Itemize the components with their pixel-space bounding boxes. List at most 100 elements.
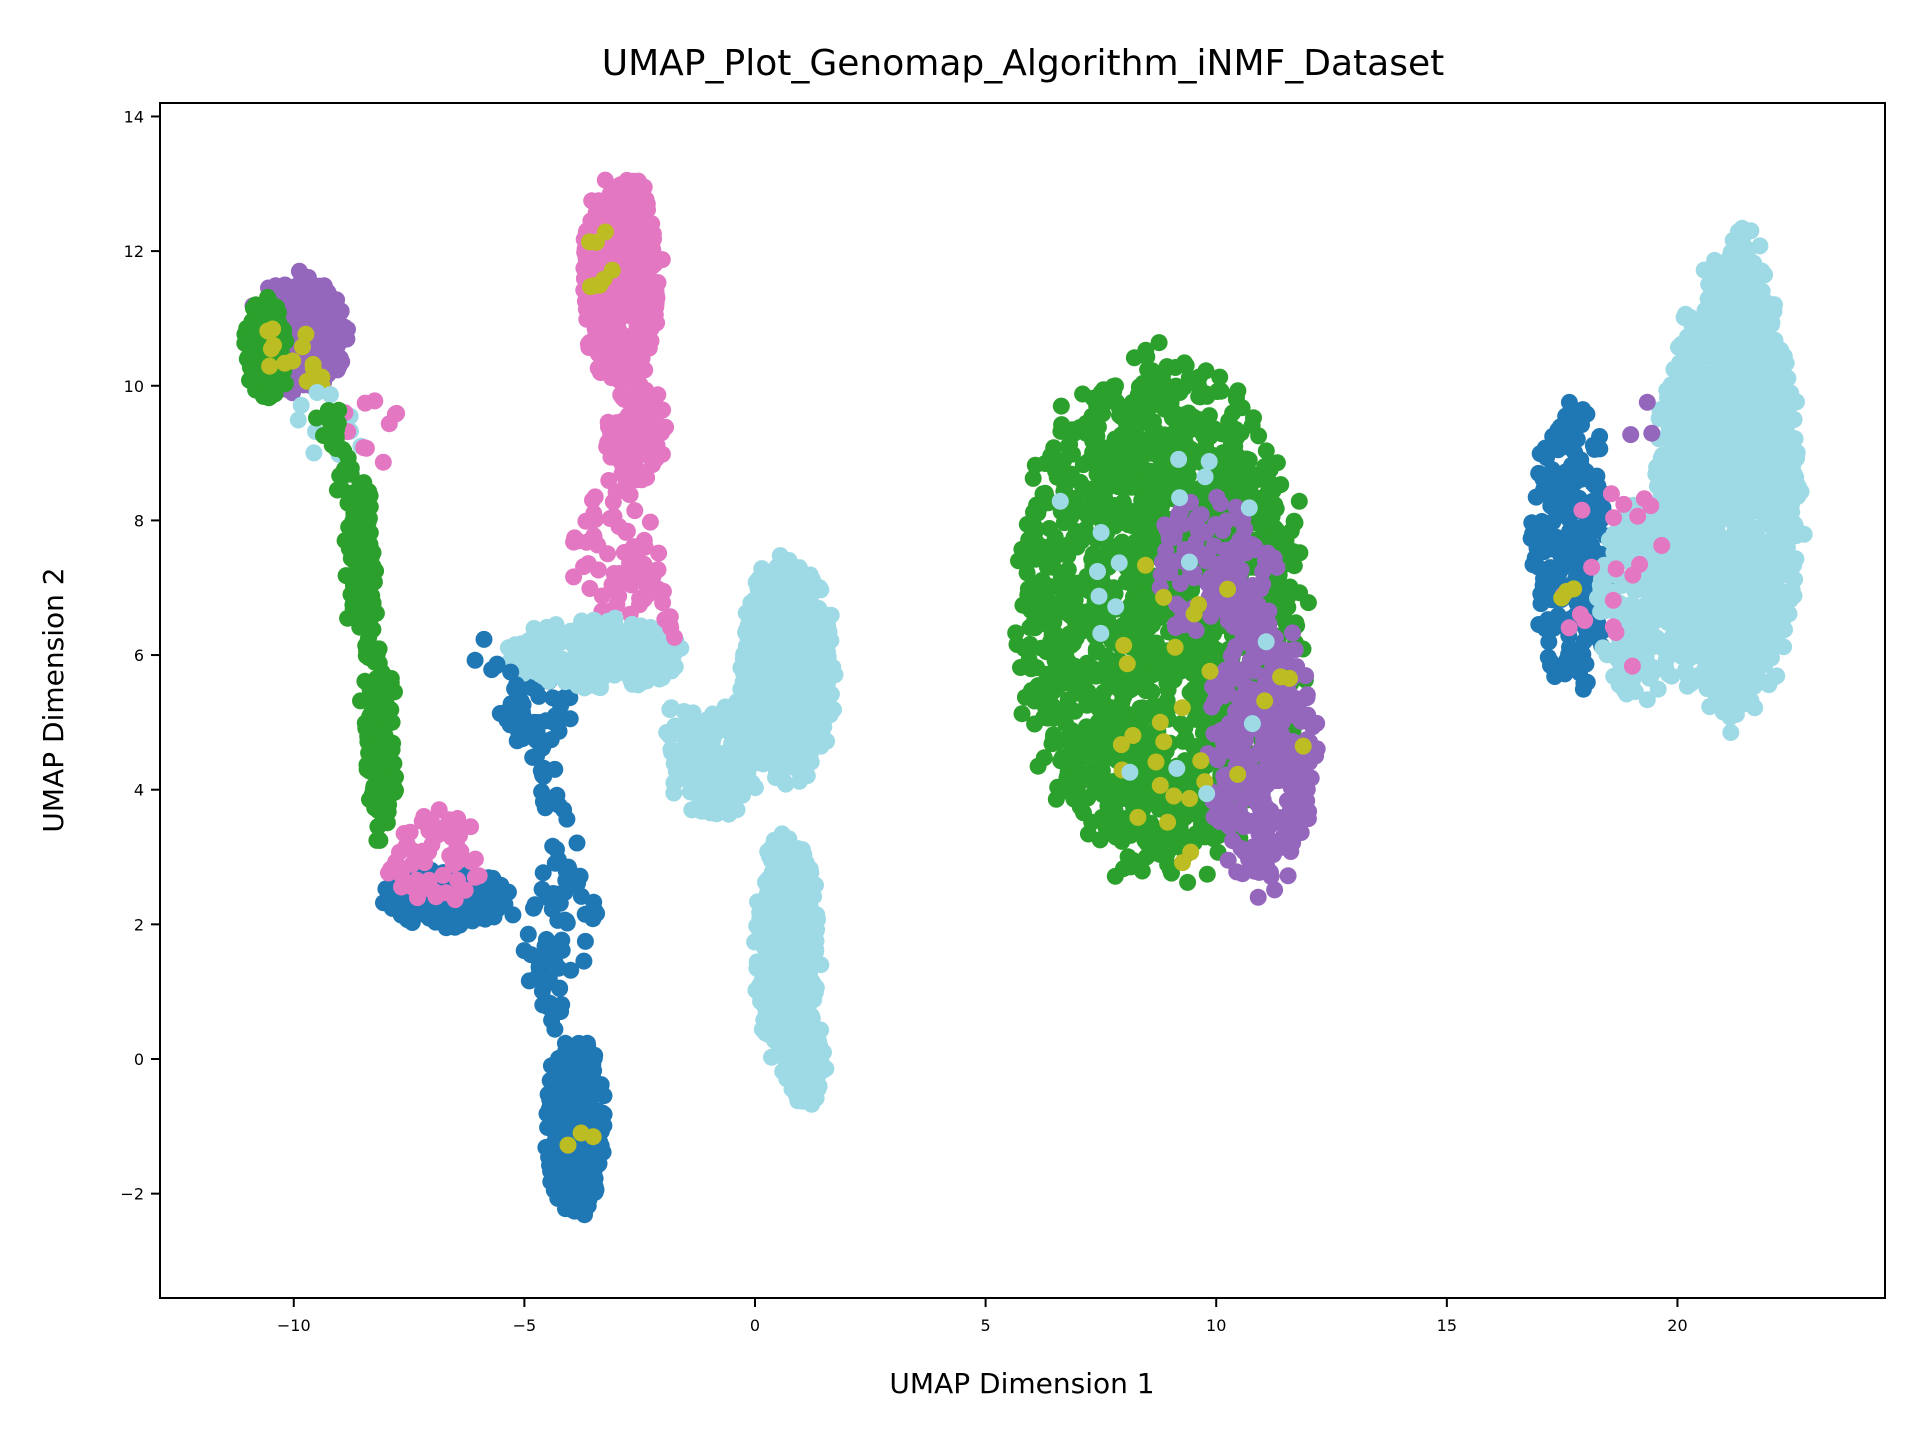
scatter-point bbox=[1663, 515, 1680, 532]
scatter-point bbox=[1725, 525, 1743, 543]
scatter-point bbox=[1055, 565, 1073, 583]
scatter-point bbox=[1180, 369, 1198, 387]
scatter-point bbox=[1720, 438, 1738, 456]
scatter-point bbox=[614, 209, 632, 227]
scatter-point bbox=[1137, 848, 1155, 866]
scatter-point bbox=[1734, 365, 1752, 383]
scatter-point bbox=[1093, 690, 1111, 707]
scatter-point bbox=[634, 235, 651, 253]
scatter-point bbox=[1025, 503, 1042, 521]
scatter-point bbox=[1131, 699, 1149, 717]
scatter-point bbox=[1567, 519, 1585, 537]
scatter-point bbox=[1047, 625, 1065, 643]
scatter-point bbox=[605, 565, 623, 582]
scatter-point bbox=[1099, 392, 1116, 410]
scatter-point bbox=[1711, 541, 1729, 558]
scatter-point bbox=[1742, 222, 1760, 240]
scatter-point bbox=[1278, 684, 1296, 702]
scatter-point bbox=[1748, 316, 1766, 334]
scatter-point bbox=[1548, 480, 1566, 498]
scatter-point bbox=[1012, 659, 1029, 676]
scatter-point bbox=[1150, 334, 1168, 352]
scatter-point bbox=[1052, 397, 1070, 415]
scatter-point bbox=[1138, 348, 1156, 366]
scatter-point bbox=[585, 297, 603, 314]
scatter-point bbox=[1720, 250, 1738, 268]
scatter-point bbox=[1700, 640, 1718, 658]
scatter-point bbox=[1084, 389, 1102, 407]
scatter-point bbox=[1759, 648, 1777, 666]
scatter-point bbox=[1254, 791, 1272, 809]
scatter-point bbox=[1685, 520, 1703, 538]
scatter-point bbox=[626, 502, 644, 520]
scatter-point bbox=[1107, 377, 1124, 395]
scatter-point bbox=[653, 424, 670, 442]
scatter-point bbox=[1118, 470, 1136, 488]
scatter-point bbox=[1648, 629, 1666, 647]
scatter-point bbox=[1709, 576, 1727, 593]
scatter-point bbox=[1727, 574, 1745, 592]
scatter-point bbox=[1279, 867, 1297, 885]
scatter-point bbox=[1061, 507, 1079, 525]
scatter-point bbox=[1205, 725, 1223, 743]
scatter-point bbox=[1732, 556, 1750, 574]
scatter-point bbox=[1742, 598, 1760, 615]
scatter-point bbox=[1250, 515, 1268, 533]
scatter-point bbox=[1213, 425, 1231, 443]
scatter-point bbox=[1222, 647, 1240, 665]
scatter-point bbox=[1605, 667, 1623, 685]
scatter-point bbox=[1225, 618, 1243, 635]
scatter-point bbox=[1578, 405, 1596, 423]
scatter-point bbox=[1035, 749, 1053, 767]
scatter-point bbox=[1662, 585, 1680, 603]
scatter-point bbox=[1598, 642, 1616, 660]
scatter-point bbox=[649, 446, 667, 464]
scatter-point bbox=[1750, 476, 1768, 494]
scatter-point bbox=[1758, 294, 1776, 312]
scatter-point bbox=[1228, 863, 1246, 881]
scatter-point bbox=[1220, 714, 1238, 732]
scatter-point bbox=[1065, 601, 1083, 619]
scatter-point bbox=[1236, 541, 1254, 559]
scatter-point bbox=[238, 350, 256, 368]
scatter-point bbox=[615, 390, 633, 408]
scatter-point bbox=[1217, 601, 1235, 619]
scatter-point bbox=[1113, 693, 1131, 710]
scatter-point bbox=[1052, 422, 1070, 440]
scatter-point bbox=[1235, 631, 1253, 649]
scatter-point bbox=[641, 513, 659, 531]
scatter-point bbox=[1197, 552, 1215, 570]
scatter-point bbox=[1118, 416, 1136, 434]
scatter-point bbox=[1147, 791, 1165, 808]
scatter-point bbox=[1645, 599, 1663, 617]
scatter-point bbox=[1624, 679, 1641, 697]
scatter-point bbox=[1195, 427, 1213, 445]
scatter-point bbox=[1019, 580, 1037, 598]
scatter-point bbox=[637, 381, 655, 399]
scatter-point bbox=[1274, 828, 1292, 846]
scatter-point bbox=[1141, 462, 1159, 480]
scatter-point bbox=[1737, 301, 1755, 319]
scatter-point bbox=[1211, 368, 1229, 386]
scatter-point bbox=[1277, 742, 1295, 760]
scatter-point bbox=[1282, 522, 1300, 540]
scatter-point bbox=[1136, 623, 1154, 641]
scatter-point bbox=[1741, 424, 1759, 442]
scatter-point bbox=[1664, 627, 1682, 645]
scatter-point bbox=[1079, 453, 1097, 471]
scatter-point bbox=[1527, 488, 1545, 506]
scatter-point bbox=[1136, 589, 1154, 607]
scatter-point bbox=[1742, 644, 1759, 661]
scatter-point bbox=[1156, 426, 1174, 444]
scatter-point bbox=[1535, 521, 1553, 539]
scatter-point bbox=[315, 289, 333, 307]
scatter-point bbox=[1208, 488, 1226, 506]
scatter-point bbox=[1532, 595, 1550, 613]
scatter-point bbox=[1099, 477, 1117, 495]
scatter-point bbox=[1232, 561, 1250, 579]
scatter-point bbox=[1202, 607, 1220, 625]
scatter-point bbox=[1291, 544, 1309, 562]
scatter-point bbox=[585, 504, 603, 522]
scatter-point bbox=[1535, 570, 1552, 588]
